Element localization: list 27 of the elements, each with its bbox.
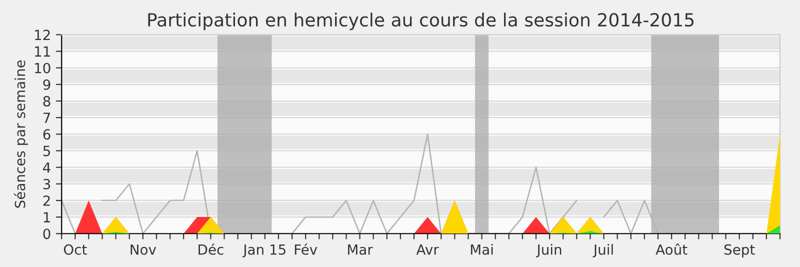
- y-tick-label: 5: [43, 146, 50, 156]
- x-tick-label: Août: [656, 243, 688, 255]
- y-axis-title: Séances par semaine: [14, 60, 28, 208]
- x-tick-label: Sept: [724, 244, 755, 258]
- chart-title: Participation en hemicycle au cours de la session 2014-2015: [148, 12, 694, 30]
- y-tick-label: 2: [43, 195, 50, 206]
- x-tick-label: Déc: [198, 243, 224, 255]
- y-tick-label: 1: [44, 212, 50, 222]
- y-tick-label: 11: [35, 46, 50, 57]
- y-tick-label: 9: [43, 79, 50, 90]
- x-tick-label: Jan 15: [242, 244, 286, 258]
- x-tick-label: Juil: [592, 244, 613, 258]
- y-tick-label: 10: [35, 62, 50, 74]
- y-tick-label: 3: [43, 178, 50, 190]
- x-tick-label: Juin: [536, 244, 562, 258]
- x-tick-label: Oct: [64, 244, 87, 255]
- y-tick-label: 7: [43, 112, 50, 123]
- x-tick-label: Mar: [348, 244, 373, 255]
- y-tick-label: 0: [43, 228, 50, 240]
- x-tick-label: Fév: [294, 243, 318, 255]
- y-tick-label: 12: [35, 30, 50, 40]
- y-tick-label: 6: [43, 129, 50, 140]
- y-tick-label: 8: [43, 96, 50, 106]
- x-tick-label: Avr: [416, 244, 439, 255]
- y-tick-label: 4: [43, 162, 50, 173]
- x-tick-label: Nov: [130, 244, 156, 255]
- x-tick-label: Mai: [470, 244, 493, 255]
